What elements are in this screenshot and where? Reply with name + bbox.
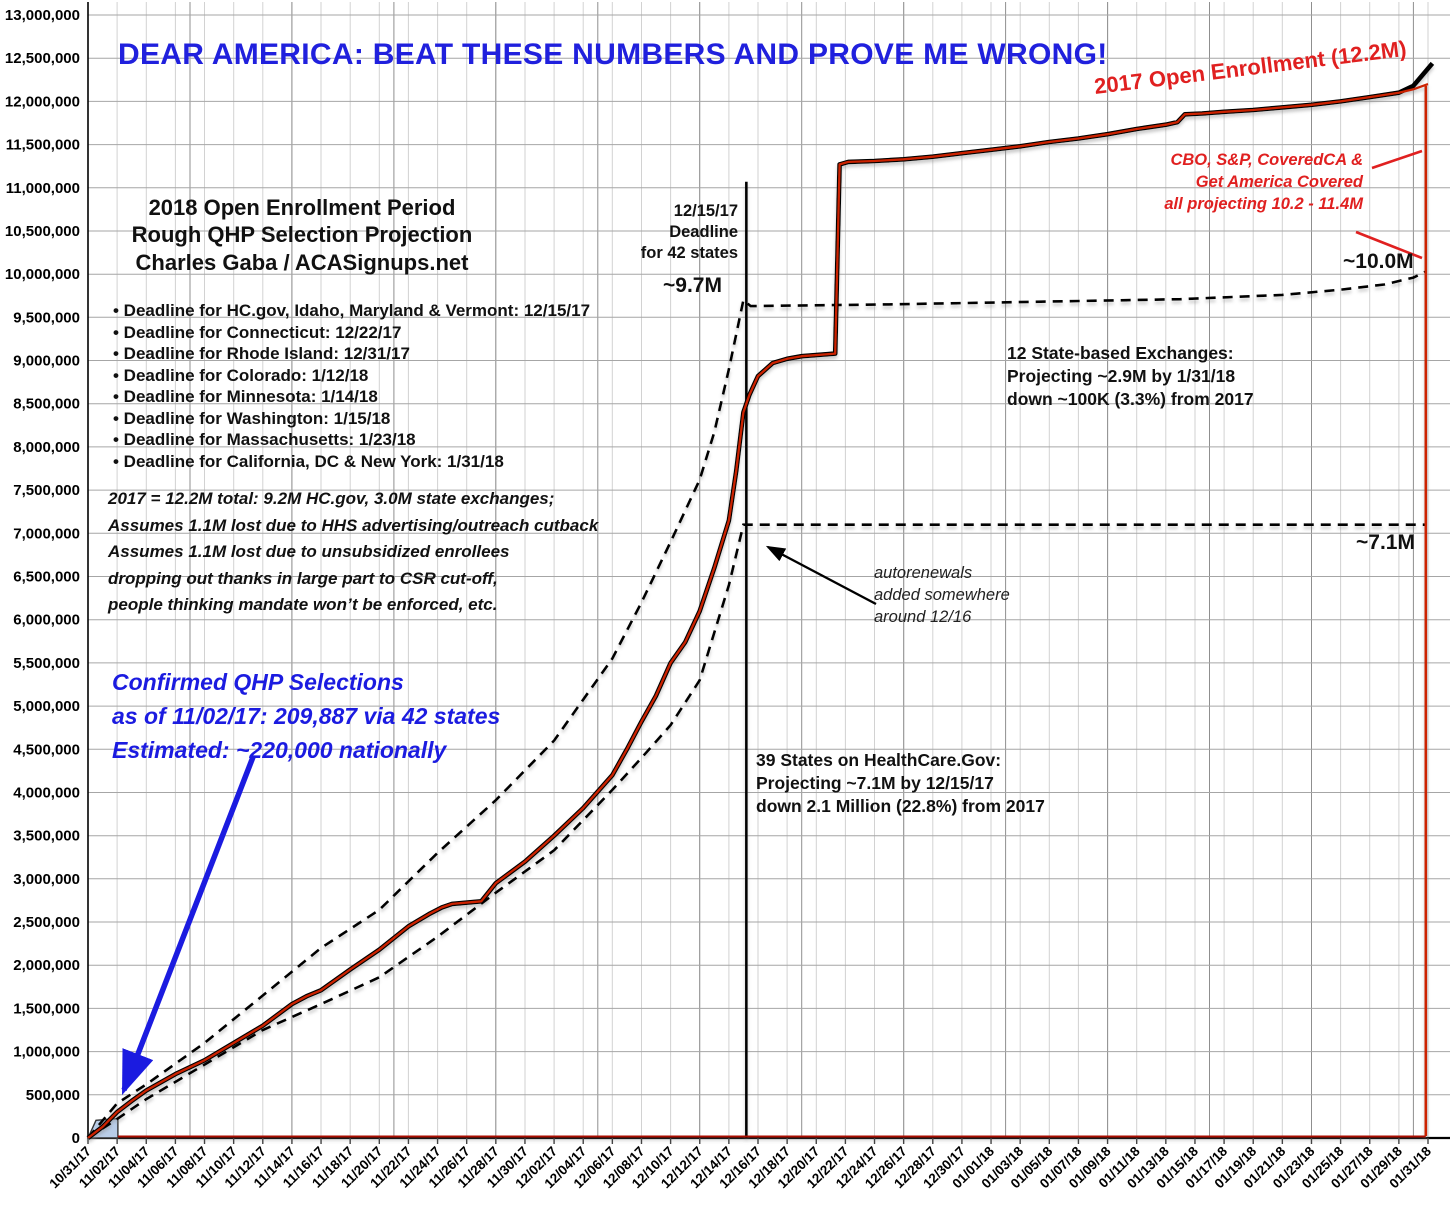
assumptions-note: 2017 = 12.2M total: 9.2M HC.gov, 3.0M st…	[108, 489, 599, 615]
y-tick-label: 8,500,000	[13, 396, 80, 413]
y-tick-label: 500,000	[26, 1087, 80, 1104]
y-tick-label: 7,000,000	[13, 525, 80, 542]
blue-arrow	[121, 756, 256, 1096]
y-tick-label: 11,000,000	[6, 180, 80, 197]
y-tick-label: 12,500,000	[5, 50, 80, 67]
y-tick-label: 2,500,000	[13, 914, 80, 931]
y-tick-labels: 0 500,000 1,000,000 1,500,000 2,000,000 2,500…	[5, 7, 80, 1147]
y-tick-label: 4,500,000	[13, 741, 80, 758]
y-tick-label: 1,000,000	[13, 1044, 80, 1061]
series-2017-red	[87, 83, 1429, 1139]
y-tick-label: 6,500,000	[13, 569, 80, 586]
label-9-7m: ~9.7M	[663, 274, 722, 297]
y-tick-label: 8,000,000	[13, 439, 80, 456]
cbo-projection-note: CBO, S&P, CoveredCA & Get America Covere…	[1164, 151, 1363, 213]
y-tick-label: 12,000,000	[5, 93, 80, 110]
x-grid	[87, 2, 1429, 1138]
y-tick-label: 10,000,000	[5, 266, 80, 283]
y-tick-label: 0	[72, 1130, 80, 1147]
autorenewals-note: autorenewals added somewhere around 12/1…	[874, 564, 1010, 627]
y-tick-label: 11,500,000	[6, 137, 80, 154]
y-tick-label: 3,500,000	[13, 828, 80, 845]
healthcare-gov-note: 39 States on HealthCare.Gov: Projecting …	[756, 750, 1045, 816]
state-exchanges-note: 12 State-based Exchanges: Projecting ~2.…	[1007, 343, 1254, 409]
y-tick-label: 10,500,000	[5, 223, 80, 240]
y-tick-label: 5,500,000	[13, 655, 80, 672]
chart-title: 2018 Open Enrollment Period Rough QHP Se…	[131, 195, 473, 275]
deadline-list: • Deadline for HC.gov, Idaho, Maryland &…	[113, 301, 591, 472]
lower-projection-dashed	[87, 523, 1426, 1140]
y-tick-label: 4,000,000	[13, 785, 80, 802]
y-tick-label: 1,500,000	[13, 1000, 80, 1017]
upper-projection-dashed	[87, 270, 1427, 1139]
deadline-marker-label: 12/15/17 Deadline for 42 states	[640, 202, 738, 262]
y-tick-label: 2,000,000	[13, 957, 80, 974]
y-tick-label: 7,500,000	[13, 482, 80, 499]
confirmed-selections-note: Confirmed QHP Selections as of 11/02/17:…	[112, 669, 501, 763]
banner-title: DEAR AMERICA: BEAT THESE NUMBERS AND PRO…	[118, 38, 1108, 71]
y-tick-label: 9,000,000	[13, 353, 80, 370]
y-tick-label: 3,000,000	[13, 871, 80, 888]
cbo-pointer-lower	[1355, 230, 1423, 260]
x-tick-labels: 10/31/1711/02/1711/04/1711/06/1711/08/17…	[46, 1138, 1434, 1191]
y-tick-label: 6,000,000	[13, 612, 80, 629]
label-10-0m: ~10.0M	[1343, 250, 1414, 273]
label-7-1m: ~7.1M	[1356, 531, 1415, 554]
y-tick-label: 13,000,000	[5, 7, 80, 24]
cbo-pointer-upper	[1371, 149, 1423, 170]
y-tick-label: 9,500,000	[13, 309, 80, 326]
y-tick-label: 5,000,000	[13, 698, 80, 715]
autorenewals-arrow	[765, 545, 877, 606]
